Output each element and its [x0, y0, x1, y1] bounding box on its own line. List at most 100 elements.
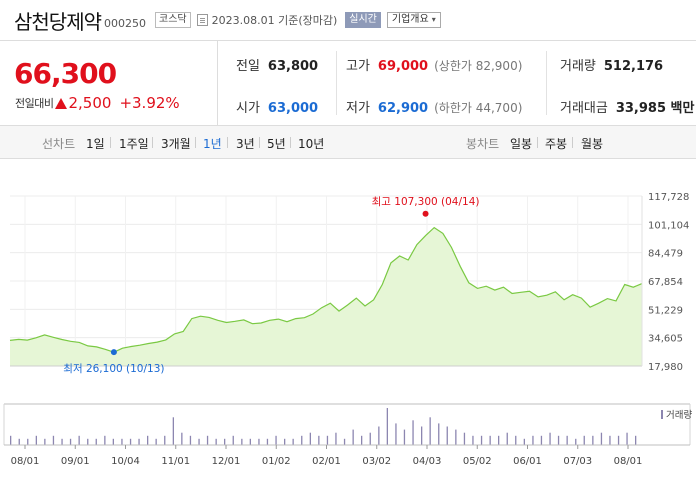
volume-bar	[378, 426, 380, 445]
volume-bar	[10, 435, 12, 446]
volume-bar	[566, 435, 568, 446]
volume-bar	[61, 438, 63, 445]
open-value: 63,000	[267, 101, 319, 116]
volume-bar	[241, 438, 243, 445]
volume-bar	[412, 420, 414, 445]
volume-bar	[480, 435, 483, 446]
market-badge: 코스닥	[155, 12, 191, 28]
base-date: 2023.08.01 기준(장마감)	[211, 14, 338, 27]
volume-bar	[78, 435, 80, 446]
volume-bar	[421, 426, 423, 445]
volume-bar	[626, 432, 628, 445]
company-info-label: 기업개요	[391, 14, 429, 25]
high-label: 최고 107,300 (04/14)	[372, 196, 480, 208]
volume-bar	[69, 438, 72, 445]
period-10y[interactable]: 10년	[298, 137, 325, 151]
divider	[572, 137, 573, 148]
volume-value: 512,176	[603, 59, 664, 74]
realtime-button[interactable]: 실시간	[345, 12, 381, 28]
volume-bar	[172, 417, 174, 446]
candle-daily[interactable]: 일봉	[510, 137, 533, 151]
volume-bar	[446, 426, 448, 445]
change-row: 전일대비 2,500 +3.92%	[15, 94, 180, 112]
candle-weekly[interactable]: 주봉	[545, 137, 568, 151]
volume-bar	[395, 423, 397, 445]
volume-bar	[438, 423, 440, 445]
period-3m[interactable]: 3개월	[161, 137, 191, 151]
volume-stat: 거래량 512,176	[560, 55, 663, 74]
volume-bar	[284, 438, 286, 445]
x-tick-label: 03/02	[362, 456, 391, 467]
price-chart-svg: 117,728 101,104 84,479 67,854 51,229 34,605 17…	[3, 192, 692, 467]
stock-header: 삼천당제약 000250 코스닥 2023.08.01 기준(장마감) 실시간 …	[0, 0, 696, 40]
volume-bar	[343, 438, 346, 445]
period-1d[interactable]: 1일	[86, 137, 105, 151]
amount-value: 33,985 백만	[615, 101, 695, 116]
volume-bar	[35, 435, 37, 446]
low-value: 62,900	[377, 101, 429, 116]
current-price: 66,300	[14, 57, 117, 90]
volume-bar	[138, 438, 140, 445]
volume-bar	[515, 435, 517, 446]
volume-bar	[301, 435, 303, 446]
volume-bar	[164, 435, 166, 446]
volume-bar	[635, 435, 637, 446]
volume-bar	[523, 438, 525, 445]
volume-bar	[369, 432, 371, 445]
y-tick-label: 67,854	[648, 277, 683, 288]
prev-close-stat: 전일 63,800	[236, 55, 318, 74]
divider	[152, 137, 153, 148]
volume-bar	[292, 438, 294, 445]
period-3y[interactable]: 3년	[236, 137, 255, 151]
volume-bar	[266, 438, 269, 445]
divider	[336, 51, 337, 115]
divider	[110, 137, 111, 148]
volume-bar	[147, 435, 149, 446]
lower-limit: (하한가 44,700)	[434, 101, 523, 115]
volume-bar	[95, 438, 97, 445]
volume-bar	[112, 438, 114, 445]
price-summary: 66,300 전일대비 2,500 +3.92% 전일 63,800 시가 63…	[0, 40, 696, 125]
low-stat: 저가 62,900 (하한가 44,700)	[346, 97, 522, 116]
divider	[537, 137, 538, 148]
document-icon[interactable]	[196, 14, 208, 26]
volume-bar	[575, 438, 577, 445]
divider	[290, 137, 291, 148]
volume-bar	[583, 435, 585, 446]
price-chart[interactable]: 117,728 101,104 84,479 67,854 51,229 34,605 17…	[0, 160, 696, 480]
volume-bar	[472, 435, 474, 446]
company-info-button[interactable]: 기업개요 ▾	[386, 12, 441, 28]
x-tick-label: 09/01	[61, 456, 90, 467]
volume-bar	[27, 438, 29, 445]
chevron-down-icon: ▾	[431, 15, 436, 24]
volume-bar	[532, 435, 534, 446]
open-label: 시가	[236, 101, 260, 116]
volume-bar	[498, 435, 500, 446]
period-1y[interactable]: 1년	[203, 137, 222, 151]
volume-bar	[557, 435, 560, 446]
volume-bar	[600, 432, 603, 445]
y-tick-label: 17,980	[648, 362, 683, 373]
divider	[259, 137, 260, 148]
volume-bar	[429, 417, 431, 446]
x-tick-label: 11/01	[161, 456, 190, 467]
period-1w[interactable]: 1주일	[119, 137, 149, 151]
high-label: 고가	[346, 59, 370, 74]
y-tick-label: 34,605	[648, 334, 683, 345]
low-marker	[110, 349, 117, 356]
prev-close-label: 전일	[236, 59, 260, 74]
volume-bar	[87, 438, 89, 445]
high-marker	[422, 210, 429, 217]
volume-label: 거래량	[560, 59, 596, 74]
volume-legend-swatch	[661, 410, 663, 419]
current-price-box: 66,300 전일대비 2,500 +3.92%	[0, 41, 218, 125]
y-tick-label: 51,229	[648, 305, 683, 316]
change-amount: 2,500	[68, 94, 112, 112]
volume-bar	[386, 408, 388, 445]
volume-bar	[232, 435, 234, 446]
volume-bar	[198, 438, 200, 445]
volume-bar	[309, 432, 311, 445]
period-5y[interactable]: 5년	[267, 137, 286, 151]
candle-monthly[interactable]: 월봉	[581, 137, 604, 151]
volume-bar	[275, 435, 277, 446]
